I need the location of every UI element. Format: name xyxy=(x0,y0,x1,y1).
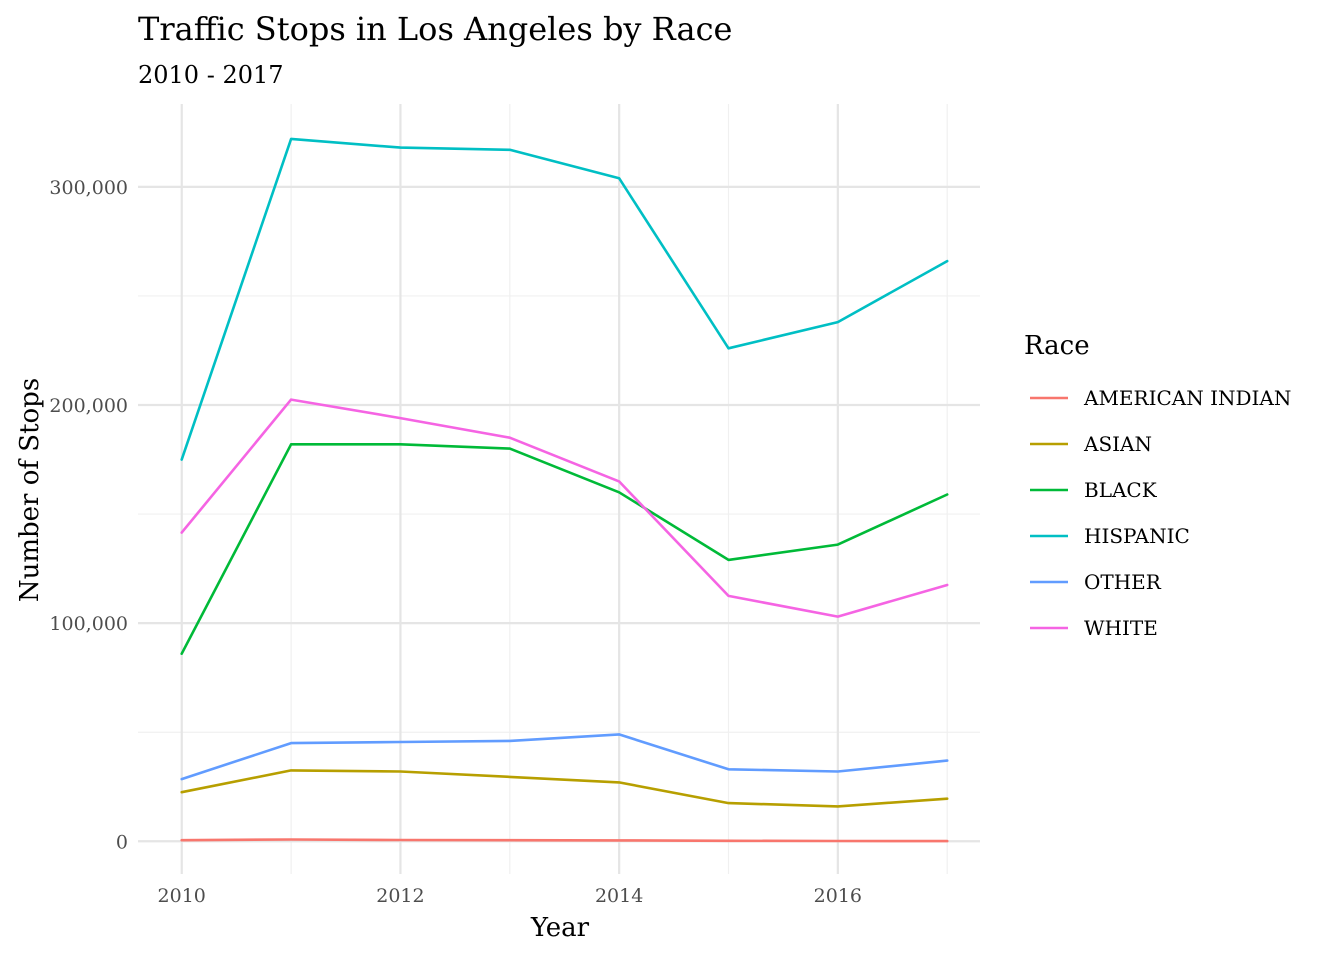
x-tick-label: 2016 xyxy=(814,885,862,907)
x-tick-label: 2010 xyxy=(158,885,206,907)
series-line-black xyxy=(180,442,949,656)
y-tick-label: 300,000 xyxy=(49,177,128,199)
x-axis-title: Year xyxy=(530,913,590,943)
y-axis-title: Number of Stops xyxy=(15,378,45,602)
series-line-hispanic xyxy=(180,137,949,461)
series-line-american-indian xyxy=(180,838,949,843)
series-line-other xyxy=(180,733,949,781)
legend-label-asian: ASIAN xyxy=(1083,432,1152,456)
chart-title: Traffic Stops in Los Angeles by Race xyxy=(138,10,732,48)
x-tick-label: 2012 xyxy=(376,885,424,907)
legend-label-black: BLACK xyxy=(1084,478,1158,502)
y-tick-label: 100,000 xyxy=(49,613,128,635)
x-axis-ticks: 2010 2012 2014 2016 xyxy=(158,885,862,907)
chart-subtitle: 2010 - 2017 xyxy=(138,61,284,89)
series-line-asian xyxy=(180,769,949,808)
y-axis-ticks: 0 100,000 200,000 300,000 xyxy=(49,177,128,853)
series-line-white xyxy=(180,398,949,618)
y-tick-label: 200,000 xyxy=(49,395,128,417)
legend-label-hispanic: HISPANIC xyxy=(1084,524,1190,548)
legend-label-american-indian: AMERICAN INDIAN xyxy=(1083,386,1291,410)
series-lines xyxy=(180,137,949,843)
legend-label-white: WHITE xyxy=(1084,616,1158,640)
legend: Race AMERICAN INDIAN ASIAN BLACK HISPANIC OT… xyxy=(1024,331,1291,640)
legend-title: Race xyxy=(1024,331,1090,361)
y-tick-label: 0 xyxy=(116,831,128,853)
grid xyxy=(138,104,980,874)
x-tick-label: 2014 xyxy=(595,885,643,907)
legend-label-other: OTHER xyxy=(1084,570,1162,594)
